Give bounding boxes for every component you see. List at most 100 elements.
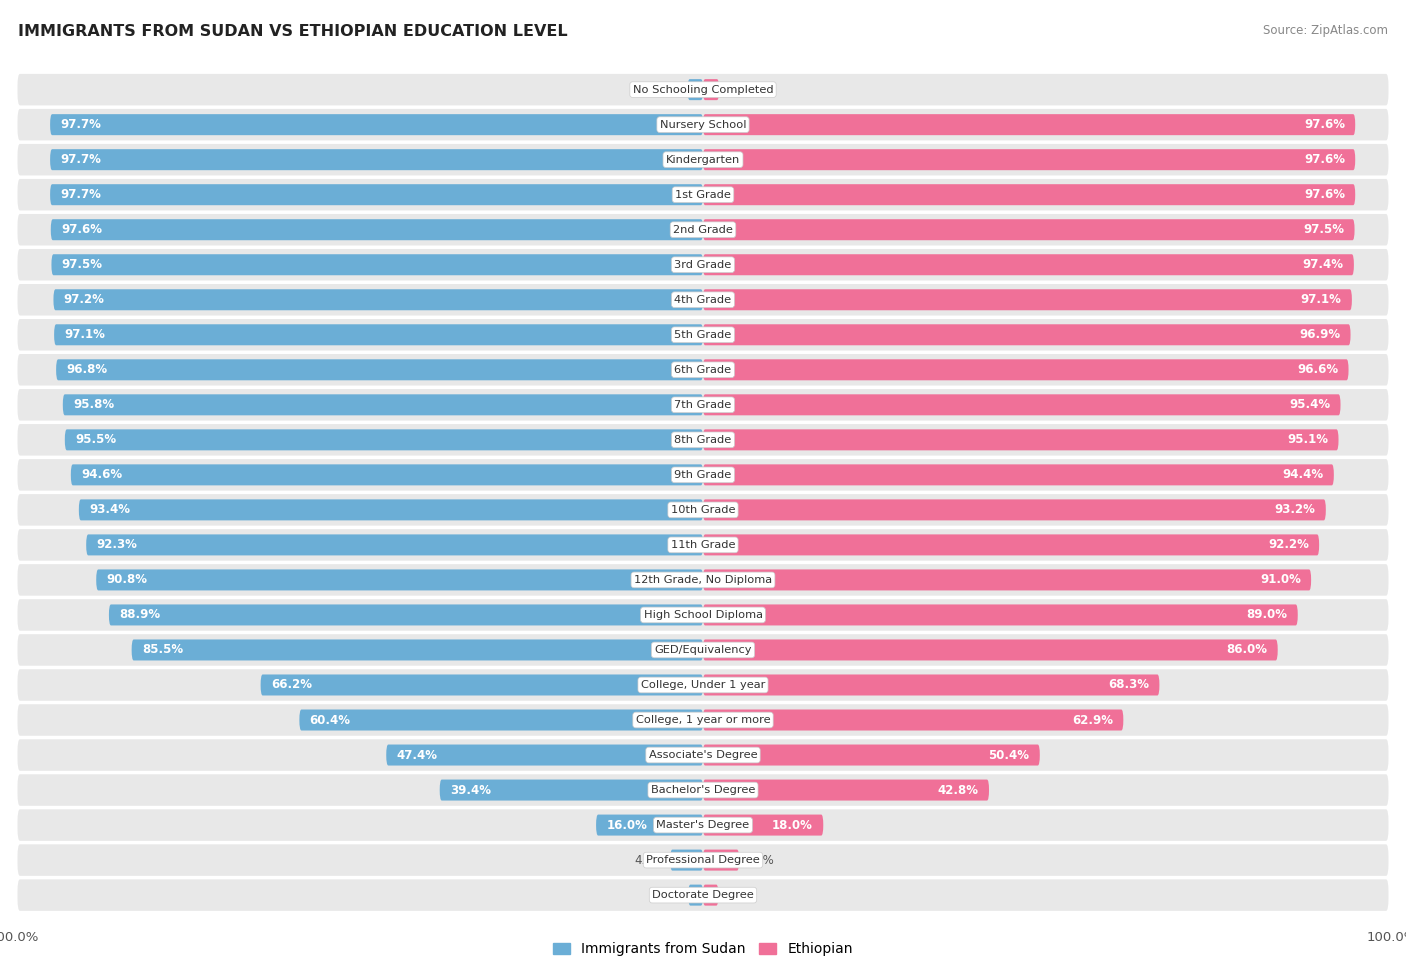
FancyBboxPatch shape (17, 459, 1389, 490)
FancyBboxPatch shape (703, 464, 1334, 486)
Text: 93.4%: 93.4% (89, 503, 131, 517)
Text: 2.2%: 2.2% (652, 888, 683, 902)
FancyBboxPatch shape (96, 569, 703, 591)
FancyBboxPatch shape (703, 814, 824, 836)
Text: 68.3%: 68.3% (1108, 679, 1149, 691)
Text: 85.5%: 85.5% (142, 644, 183, 656)
Text: 47.4%: 47.4% (396, 749, 437, 761)
Text: 2nd Grade: 2nd Grade (673, 224, 733, 235)
FancyBboxPatch shape (703, 675, 1160, 695)
Text: 97.2%: 97.2% (63, 293, 104, 306)
Text: Professional Degree: Professional Degree (647, 855, 759, 865)
FancyBboxPatch shape (53, 325, 703, 345)
Text: 95.4%: 95.4% (1289, 399, 1330, 411)
FancyBboxPatch shape (17, 634, 1389, 666)
FancyBboxPatch shape (17, 424, 1389, 455)
FancyBboxPatch shape (688, 79, 703, 100)
FancyBboxPatch shape (17, 669, 1389, 701)
FancyBboxPatch shape (703, 710, 1123, 730)
FancyBboxPatch shape (17, 144, 1389, 175)
FancyBboxPatch shape (17, 214, 1389, 246)
Text: 2.3%: 2.3% (652, 83, 682, 97)
Text: 4.9%: 4.9% (636, 853, 665, 867)
FancyBboxPatch shape (703, 604, 1298, 625)
FancyBboxPatch shape (17, 600, 1389, 631)
FancyBboxPatch shape (17, 284, 1389, 316)
Text: High School Diploma: High School Diploma (644, 610, 762, 620)
Text: 12th Grade, No Diploma: 12th Grade, No Diploma (634, 575, 772, 585)
FancyBboxPatch shape (17, 739, 1389, 771)
Text: 2.3%: 2.3% (724, 888, 754, 902)
Text: College, Under 1 year: College, Under 1 year (641, 680, 765, 690)
Text: 92.3%: 92.3% (97, 538, 138, 552)
FancyBboxPatch shape (703, 569, 1312, 591)
Text: 10th Grade: 10th Grade (671, 505, 735, 515)
Text: 11th Grade: 11th Grade (671, 540, 735, 550)
FancyBboxPatch shape (703, 884, 718, 906)
Text: GED/Equivalency: GED/Equivalency (654, 645, 752, 655)
Text: Source: ZipAtlas.com: Source: ZipAtlas.com (1263, 24, 1388, 37)
FancyBboxPatch shape (703, 394, 1340, 415)
FancyBboxPatch shape (51, 114, 703, 136)
Text: 97.6%: 97.6% (1303, 188, 1346, 201)
FancyBboxPatch shape (17, 494, 1389, 526)
Text: IMMIGRANTS FROM SUDAN VS ETHIOPIAN EDUCATION LEVEL: IMMIGRANTS FROM SUDAN VS ETHIOPIAN EDUCA… (18, 24, 568, 39)
FancyBboxPatch shape (63, 394, 703, 415)
Text: 92.2%: 92.2% (1268, 538, 1309, 552)
FancyBboxPatch shape (703, 149, 1355, 171)
Text: 50.4%: 50.4% (988, 749, 1029, 761)
FancyBboxPatch shape (703, 290, 1353, 310)
FancyBboxPatch shape (65, 429, 703, 450)
FancyBboxPatch shape (703, 79, 718, 100)
FancyBboxPatch shape (387, 745, 703, 765)
Text: 5th Grade: 5th Grade (675, 330, 731, 339)
FancyBboxPatch shape (51, 184, 703, 205)
FancyBboxPatch shape (17, 389, 1389, 420)
FancyBboxPatch shape (17, 565, 1389, 596)
FancyBboxPatch shape (703, 745, 1040, 765)
FancyBboxPatch shape (56, 360, 703, 380)
FancyBboxPatch shape (52, 254, 703, 275)
Text: 96.6%: 96.6% (1298, 364, 1339, 376)
Text: 66.2%: 66.2% (271, 679, 312, 691)
FancyBboxPatch shape (17, 879, 1389, 911)
Text: Associate's Degree: Associate's Degree (648, 750, 758, 760)
Text: 94.4%: 94.4% (1282, 468, 1323, 482)
Text: 97.6%: 97.6% (1303, 118, 1346, 132)
FancyBboxPatch shape (703, 640, 1278, 660)
Text: 97.6%: 97.6% (60, 223, 103, 236)
FancyBboxPatch shape (17, 809, 1389, 840)
Text: 1st Grade: 1st Grade (675, 190, 731, 200)
FancyBboxPatch shape (596, 814, 703, 836)
FancyBboxPatch shape (440, 780, 703, 800)
Text: 97.5%: 97.5% (1303, 223, 1344, 236)
Text: 9th Grade: 9th Grade (675, 470, 731, 480)
FancyBboxPatch shape (70, 464, 703, 486)
FancyBboxPatch shape (79, 499, 703, 521)
FancyBboxPatch shape (53, 290, 703, 310)
FancyBboxPatch shape (703, 325, 1351, 345)
Text: 91.0%: 91.0% (1260, 573, 1301, 586)
Text: 95.5%: 95.5% (75, 433, 117, 447)
Text: 88.9%: 88.9% (120, 608, 160, 621)
Text: 94.6%: 94.6% (82, 468, 122, 482)
Text: 7th Grade: 7th Grade (675, 400, 731, 410)
Text: 96.9%: 96.9% (1299, 329, 1340, 341)
FancyBboxPatch shape (703, 254, 1354, 275)
Text: Nursery School: Nursery School (659, 120, 747, 130)
Text: 89.0%: 89.0% (1247, 608, 1288, 621)
Text: 96.8%: 96.8% (66, 364, 108, 376)
FancyBboxPatch shape (703, 849, 740, 871)
FancyBboxPatch shape (86, 534, 703, 556)
FancyBboxPatch shape (703, 534, 1319, 556)
FancyBboxPatch shape (703, 184, 1355, 205)
Text: 39.4%: 39.4% (450, 784, 491, 797)
FancyBboxPatch shape (17, 529, 1389, 561)
FancyBboxPatch shape (689, 884, 703, 906)
FancyBboxPatch shape (17, 844, 1389, 876)
FancyBboxPatch shape (299, 710, 703, 730)
Text: 16.0%: 16.0% (606, 819, 647, 832)
FancyBboxPatch shape (703, 360, 1348, 380)
FancyBboxPatch shape (703, 114, 1355, 136)
Text: 62.9%: 62.9% (1071, 714, 1114, 726)
